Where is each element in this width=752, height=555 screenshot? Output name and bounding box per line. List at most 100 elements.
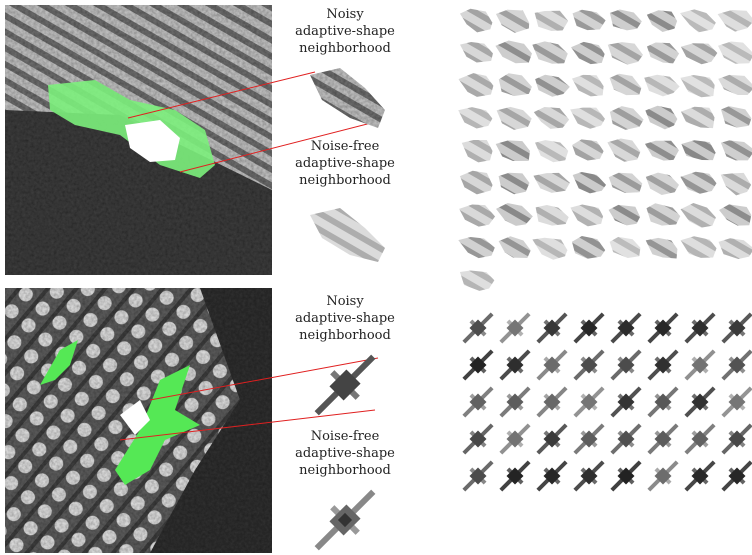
patch xyxy=(721,140,752,160)
patch xyxy=(457,307,499,349)
patch xyxy=(499,236,531,258)
label-line: Noisy xyxy=(326,7,364,22)
patch xyxy=(571,42,605,64)
patch xyxy=(572,75,604,97)
patch xyxy=(535,75,570,97)
patch xyxy=(608,42,643,65)
patch xyxy=(460,42,493,63)
patch xyxy=(460,9,492,33)
label-line: neighborhood xyxy=(299,173,391,188)
patch xyxy=(494,418,536,460)
patch xyxy=(457,418,499,460)
patch xyxy=(457,381,499,423)
patch xyxy=(605,455,647,497)
patch xyxy=(609,173,643,193)
label-line: Noisy xyxy=(326,294,364,309)
patch xyxy=(644,75,679,97)
patch xyxy=(460,270,494,290)
patch xyxy=(716,455,752,497)
patch xyxy=(499,73,532,96)
patch xyxy=(531,418,573,460)
patch xyxy=(718,10,752,32)
patch xyxy=(460,171,493,195)
clean-patch xyxy=(310,208,385,262)
patch xyxy=(496,10,529,33)
patch xyxy=(721,173,751,195)
label-line: Noise-free xyxy=(311,429,380,444)
patch xyxy=(642,455,684,497)
patch xyxy=(681,236,717,258)
patch xyxy=(646,173,679,195)
patch xyxy=(646,238,678,259)
patch xyxy=(532,238,567,260)
patch xyxy=(609,205,641,225)
patch xyxy=(462,140,493,162)
label-line: neighborhood xyxy=(299,41,391,56)
label-line: adaptive-shape xyxy=(295,446,395,461)
patch xyxy=(679,381,721,423)
patch xyxy=(573,10,606,30)
patch xyxy=(497,107,532,130)
patch xyxy=(534,107,569,129)
patch xyxy=(568,455,610,497)
patch xyxy=(645,106,677,130)
patch xyxy=(642,307,684,349)
noisy-patch xyxy=(310,68,385,128)
label-line: neighborhood xyxy=(299,328,391,343)
patch xyxy=(605,344,647,386)
label-line: neighborhood xyxy=(299,463,391,478)
patch xyxy=(568,381,610,423)
patch xyxy=(679,418,721,460)
patch xyxy=(536,205,569,226)
patch xyxy=(607,139,640,162)
patch xyxy=(642,344,684,386)
patch xyxy=(531,381,573,423)
patch xyxy=(457,455,499,497)
patch xyxy=(572,139,603,160)
patch xyxy=(568,307,610,349)
patch xyxy=(494,381,536,423)
patch xyxy=(716,307,752,349)
patch xyxy=(610,9,642,30)
patch xyxy=(568,418,610,460)
patch xyxy=(459,204,495,226)
patch xyxy=(719,238,752,259)
patch xyxy=(645,141,679,161)
label-line: adaptive-shape xyxy=(295,311,395,326)
patch xyxy=(533,173,569,193)
patch xyxy=(681,107,715,128)
patch xyxy=(610,106,644,130)
patch xyxy=(531,344,573,386)
patch xyxy=(647,203,681,225)
patch xyxy=(531,307,573,349)
clean-patch xyxy=(304,479,386,555)
patch xyxy=(496,140,530,161)
patch xyxy=(570,108,605,129)
patch xyxy=(572,236,605,259)
patch xyxy=(718,75,752,95)
patch xyxy=(716,344,752,386)
label-line: adaptive-shape xyxy=(295,24,395,39)
patch xyxy=(605,381,647,423)
label-line: Noise-free xyxy=(311,139,380,154)
patch xyxy=(679,455,721,497)
patch xyxy=(610,237,641,258)
patch xyxy=(718,41,752,63)
patch xyxy=(681,203,716,228)
patch xyxy=(680,75,714,97)
patch xyxy=(494,307,536,349)
patch xyxy=(531,455,573,497)
patch xyxy=(568,344,610,386)
patch xyxy=(679,307,721,349)
patch xyxy=(535,11,569,31)
patch xyxy=(494,344,536,386)
label-line: adaptive-shape xyxy=(295,156,395,171)
patch xyxy=(679,344,721,386)
patch xyxy=(680,172,716,194)
patch xyxy=(681,43,717,64)
patch xyxy=(496,203,533,226)
patch xyxy=(499,173,530,194)
patch xyxy=(716,381,752,423)
patch xyxy=(721,106,751,127)
patch xyxy=(716,418,752,460)
